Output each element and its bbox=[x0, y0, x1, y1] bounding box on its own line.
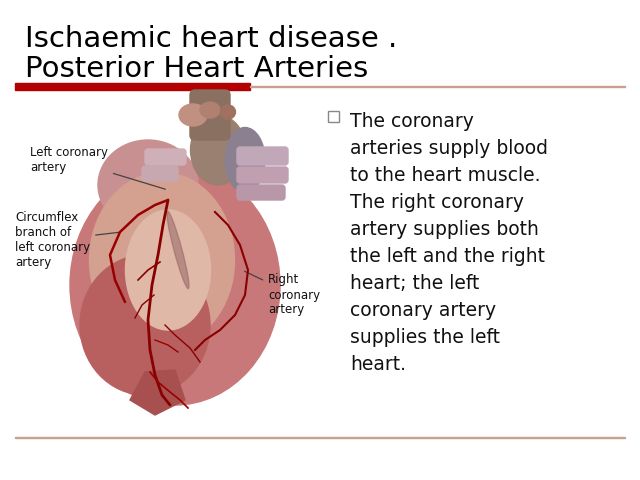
FancyBboxPatch shape bbox=[237, 147, 288, 165]
Text: Ischaemic heart disease .: Ischaemic heart disease . bbox=[25, 25, 397, 53]
Ellipse shape bbox=[70, 165, 280, 405]
Text: arteries supply blood: arteries supply blood bbox=[350, 139, 548, 158]
Text: Circumflex
branch of
left coronary
artery: Circumflex branch of left coronary arter… bbox=[15, 211, 119, 269]
Bar bbox=[15, 83, 250, 90]
Ellipse shape bbox=[191, 115, 246, 185]
Bar bbox=[328, 111, 339, 122]
Text: supplies the left: supplies the left bbox=[350, 328, 500, 347]
FancyBboxPatch shape bbox=[237, 185, 285, 200]
Bar bbox=[250, 85, 625, 87]
Polygon shape bbox=[130, 370, 185, 415]
Ellipse shape bbox=[179, 104, 207, 126]
FancyBboxPatch shape bbox=[145, 149, 186, 165]
Ellipse shape bbox=[200, 102, 220, 118]
Text: The right coronary: The right coronary bbox=[350, 193, 524, 212]
Text: Right
coronary
artery: Right coronary artery bbox=[244, 271, 320, 316]
Text: artery supplies both: artery supplies both bbox=[350, 220, 539, 239]
Text: the left and the right: the left and the right bbox=[350, 247, 545, 266]
FancyBboxPatch shape bbox=[237, 167, 288, 183]
Text: to the heart muscle.: to the heart muscle. bbox=[350, 166, 541, 185]
Text: The coronary: The coronary bbox=[350, 112, 474, 131]
Bar bbox=[15, 436, 625, 438]
Ellipse shape bbox=[90, 172, 234, 348]
FancyBboxPatch shape bbox=[142, 166, 178, 181]
Ellipse shape bbox=[221, 105, 236, 119]
Text: Left coronary
artery: Left coronary artery bbox=[30, 146, 165, 189]
FancyBboxPatch shape bbox=[190, 90, 230, 140]
Ellipse shape bbox=[167, 211, 189, 288]
Ellipse shape bbox=[125, 210, 211, 330]
Ellipse shape bbox=[80, 255, 210, 395]
Text: coronary artery: coronary artery bbox=[350, 301, 496, 320]
Text: Posterior Heart Arteries: Posterior Heart Arteries bbox=[25, 55, 368, 83]
Text: heart.: heart. bbox=[350, 355, 406, 374]
Ellipse shape bbox=[98, 140, 198, 230]
Text: heart; the left: heart; the left bbox=[350, 274, 479, 293]
Ellipse shape bbox=[225, 128, 265, 192]
